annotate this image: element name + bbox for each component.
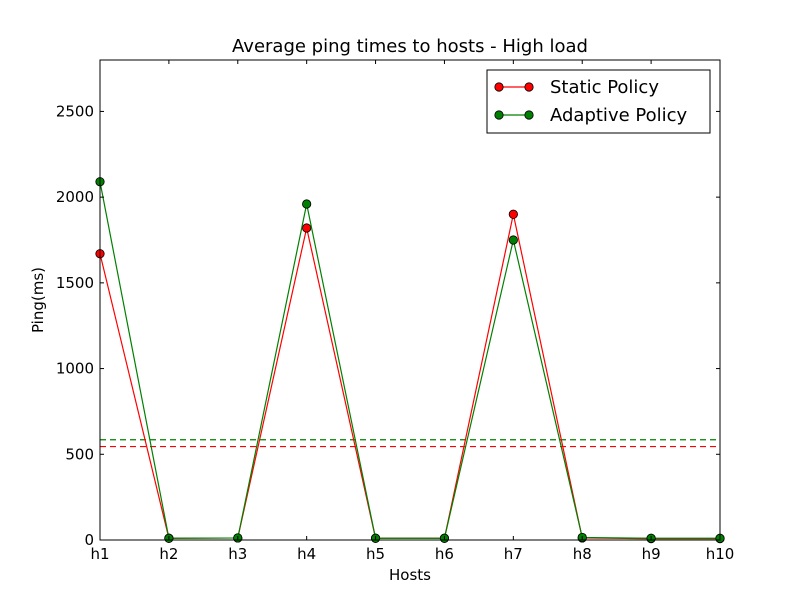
x-tick-label: h5 [366, 545, 385, 563]
y-tick-label: 1500 [56, 274, 94, 292]
y-tick-label: 1000 [56, 360, 94, 378]
x-tick-label: h1 [90, 545, 109, 563]
legend-marker [494, 110, 504, 120]
x-tick-label: h3 [228, 545, 247, 563]
chart-title: Average ping times to hosts - High load [232, 36, 588, 57]
x-tick-label: h10 [706, 545, 735, 563]
x-tick-label: h9 [642, 545, 661, 563]
x-axis-label: Hosts [389, 566, 431, 584]
y-tick-label: 2500 [56, 102, 94, 120]
legend: Static Policy Adaptive Policy [486, 69, 711, 134]
legend-entries: Static Policy Adaptive Policy [494, 77, 688, 126]
x-tick-label: h2 [159, 545, 178, 563]
y-tick-label: 500 [65, 445, 94, 463]
y-axis-label: Ping(ms) [29, 267, 47, 333]
y-tick-label: 2000 [56, 188, 94, 206]
y-tick-label: 0 [84, 531, 94, 549]
legend-marker [524, 82, 534, 92]
data-point [302, 199, 312, 209]
series-line [99, 181, 720, 539]
axis-ticks: h1 h2 h3 h4 h5 h6 h7 h8 h9 h10 0 500 1000 1500 2000 250… [56, 60, 734, 563]
plot-frame [99, 59, 721, 541]
data-point [302, 223, 312, 233]
x-tick-label: h7 [504, 545, 523, 563]
data-point [508, 209, 518, 219]
x-tick-label: h8 [573, 545, 592, 563]
legend-label: Static Policy [550, 77, 659, 98]
x-tick-label: h4 [297, 545, 316, 563]
legend-marker [524, 110, 534, 120]
plot-area [100, 60, 720, 540]
x-tick-label: h6 [435, 545, 454, 563]
legend-label: Adaptive Policy [550, 105, 688, 126]
legend-marker [494, 82, 504, 92]
data-point [508, 235, 518, 245]
reference-lines [100, 439, 720, 448]
legend-box [486, 69, 711, 134]
